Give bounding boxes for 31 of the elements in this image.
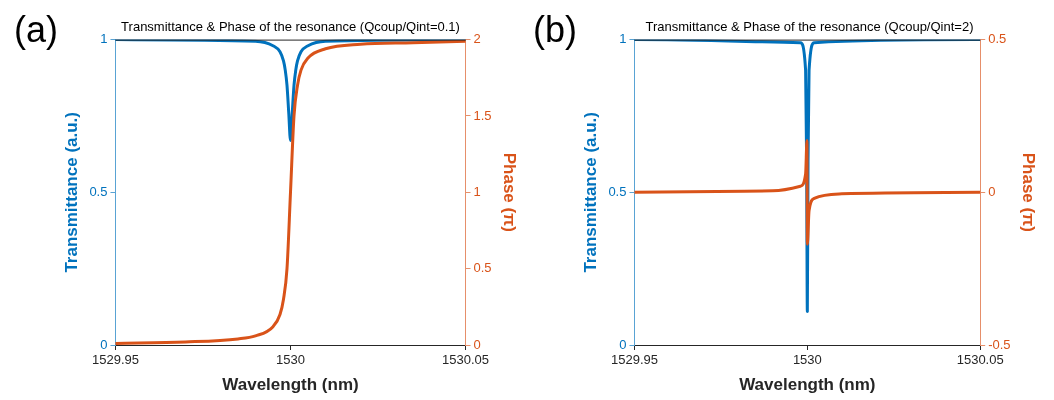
y2-axis-title: Phase (π) [500,152,520,232]
x-tick-label: 1530.05 [442,352,490,368]
y2-tick-label: 0.5 [473,260,492,276]
text: (a) [14,8,58,50]
y-axis-title: Transmittance (a.u.) [61,112,81,273]
chart-title: Transmittance & Phase of the resonance (Qcoup/Qint=0.1) [121,19,460,35]
y2-tick-label: 1.5 [473,107,492,123]
y2-tick-label: 0 [473,336,481,352]
y-tick-label: 0 [619,336,627,352]
line-series [634,138,981,246]
y-tick-label: 0.5 [608,183,627,199]
x-axis-title: Wavelength (nm) [222,375,359,395]
x-tick-label: 1530 [276,352,305,368]
x-tick-label: 1529.95 [610,352,658,368]
x-tick-label: 1529.95 [91,352,139,368]
y2-tick-label: 1 [473,183,481,199]
y-axis-title: Transmittance (a.u.) [580,112,600,273]
chart-title: Transmittance & Phase of the resonance (Qcoup/Qint=2) [645,19,974,35]
y2-tick-label: -0.5 [988,336,1011,352]
y-tick-label: 1 [100,31,108,47]
y-tick-label: 0 [100,336,108,352]
text: (b) [533,8,577,50]
y2-tick-label: 0.5 [988,31,1007,47]
x-tick-label: 1530.05 [956,352,1004,368]
x-tick-label: 1530 [792,352,822,368]
y2-axis-title: Phase (π) [1019,152,1039,232]
y2-tick-label: 2 [473,31,481,47]
y-tick-label: 0.5 [89,183,108,199]
x-axis-title: Wavelength (nm) [739,375,876,395]
y-tick-label: 1 [619,31,627,47]
y2-tick-label: 0 [988,183,996,199]
